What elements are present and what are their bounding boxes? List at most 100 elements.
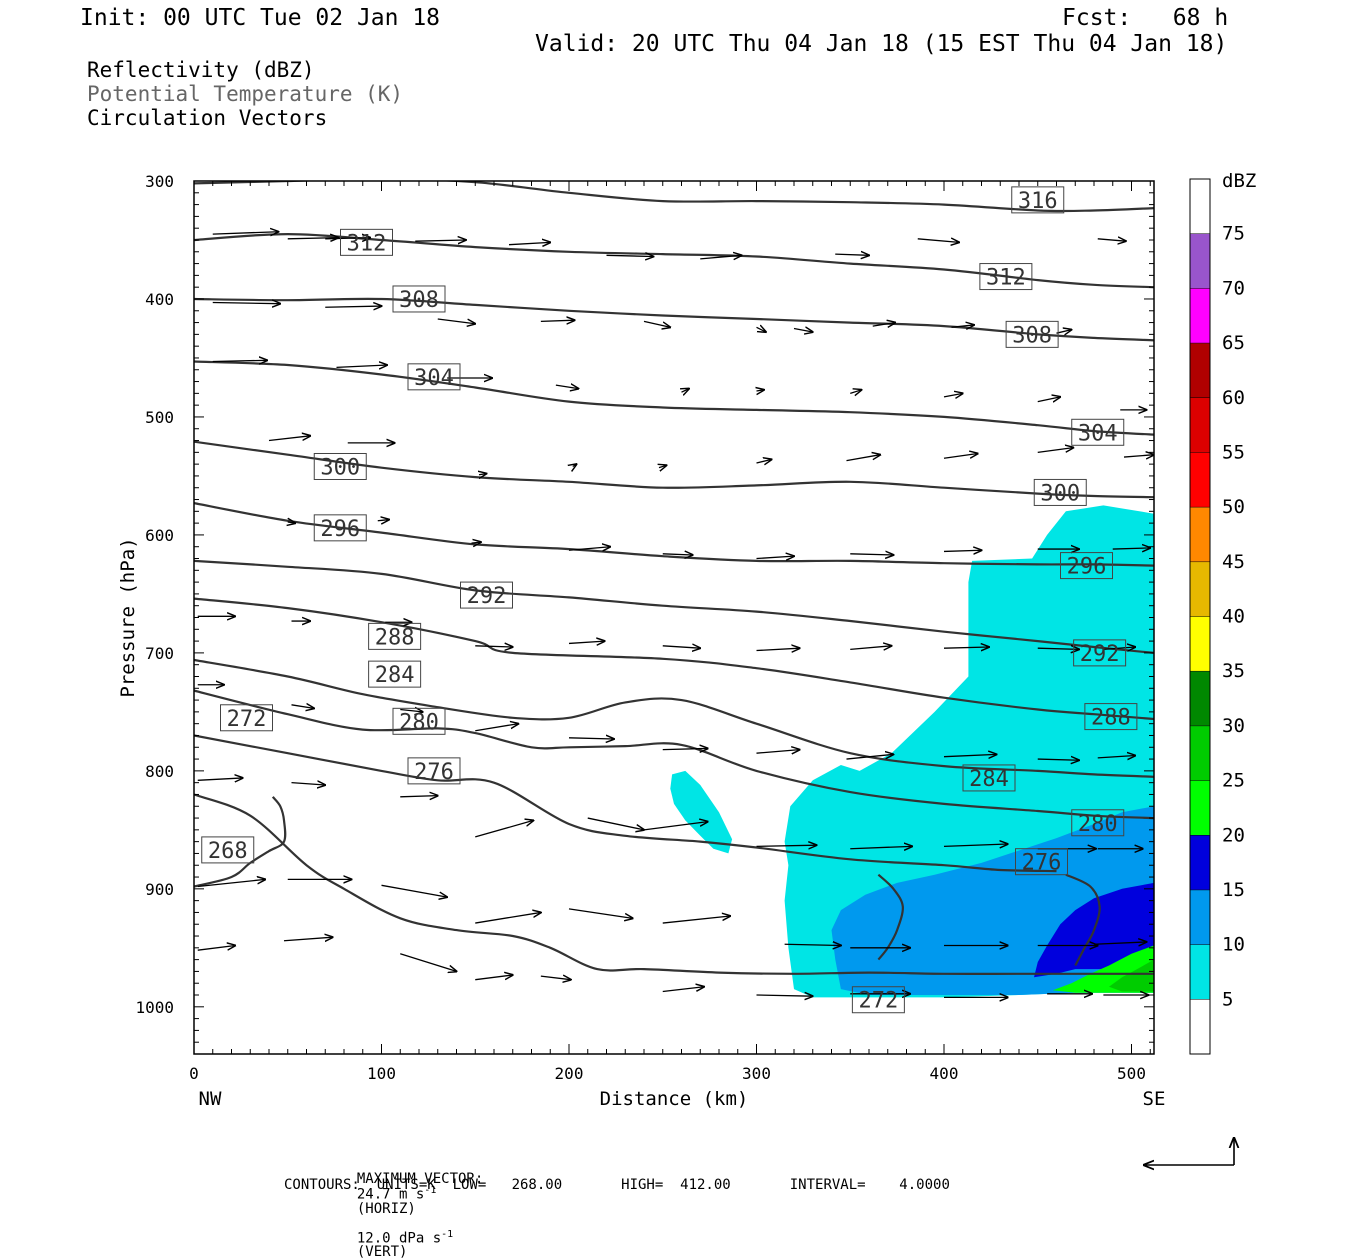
- horiz-exponent: -1: [424, 1185, 437, 1196]
- contour-label-text: 268: [208, 839, 248, 864]
- contour-label-272: 272: [220, 704, 273, 732]
- contour-label-text: 276: [414, 760, 454, 785]
- contour-label-box: [368, 660, 422, 688]
- legend-circulation-vectors: Circulation Vectors: [87, 106, 328, 130]
- contour-label-text: 272: [859, 989, 899, 1014]
- circulation-vector: [662, 554, 693, 555]
- isentrope-fragment-0: [877, 873, 904, 961]
- colorbar-swatch: [1190, 397, 1210, 453]
- contour-label-312-b: 312: [979, 263, 1033, 291]
- colorbar-swatch: [1190, 616, 1210, 672]
- colorbar-label: 70: [1222, 277, 1245, 299]
- circulation-vector: [197, 778, 243, 780]
- isentrope-304: [194, 360, 1154, 436]
- circulation-vector: [756, 648, 800, 650]
- cross-section-chart: 3163123123083083043043003002962962922922…: [117, 170, 1256, 1200]
- colorbar-label: 40: [1222, 606, 1245, 628]
- circulation-vector: [943, 550, 982, 551]
- x-tick-label: 300: [742, 1064, 771, 1083]
- isentrope-276: [194, 734, 1057, 873]
- contour-label-text: 288: [1091, 706, 1131, 731]
- x-tick-label: 500: [1117, 1064, 1146, 1083]
- circulation-vector: [1093, 942, 1147, 944]
- circulation-vector: [606, 255, 654, 256]
- contour-label-box: [1073, 639, 1127, 667]
- circulation-vector: [1037, 397, 1061, 402]
- y-tick-label: 300: [145, 172, 174, 191]
- y-tick-label: 500: [145, 408, 174, 427]
- circulation-vector: [573, 464, 577, 466]
- x-axis-label: Distance (km): [600, 1088, 749, 1110]
- valid-time: Valid: 20 UTC Thu 04 Jan 18 (15 EST Thu …: [535, 31, 1228, 57]
- contour-label-box: [1033, 478, 1087, 506]
- contour-label-box: [851, 986, 905, 1014]
- reflectivity-region-5dbz: [670, 770, 733, 854]
- contour-label-text: 276: [1022, 851, 1062, 876]
- circulation-vector: [568, 908, 633, 918]
- colorbar-label: 30: [1222, 715, 1245, 737]
- colorbar-label: 5: [1222, 988, 1233, 1010]
- reflectivity-region-25dbz: [1109, 959, 1154, 992]
- circulation-vector: [471, 542, 481, 543]
- colorbar-swatch: [1190, 999, 1210, 1054]
- colorbar-swatch: [1190, 452, 1210, 508]
- contour-label-box: [313, 514, 367, 542]
- contour-label-box: [407, 363, 461, 391]
- circulation-vector: [1097, 756, 1136, 758]
- y-tick-label: 900: [145, 880, 174, 899]
- circulation-vector: [756, 556, 795, 558]
- colorbar-label: 50: [1222, 496, 1245, 518]
- circulation-vector: [475, 912, 541, 924]
- circulation-vector: [479, 474, 487, 475]
- footer-contours: CONTOURS: UNITS=K LOW= 268.00 HIGH= 412.…: [284, 1177, 950, 1193]
- circulation-vector: [568, 738, 614, 739]
- contour-label-box: [1060, 552, 1113, 580]
- contour-label-276: 276: [407, 757, 461, 785]
- x-end-label-se: SE: [1143, 1088, 1166, 1110]
- colorbar-swatch: [1190, 507, 1210, 562]
- circulation-vector: [756, 995, 813, 996]
- circulation-vector: [850, 554, 893, 555]
- circulation-vector: [400, 953, 456, 972]
- circulation-vector: [756, 845, 817, 846]
- contour-label-304-b: 304: [1071, 418, 1125, 446]
- circulation-vector: [287, 238, 339, 239]
- contour-label-308-b: 308: [1005, 320, 1059, 348]
- contour-label-text: 292: [1080, 642, 1120, 667]
- circulation-vector: [415, 240, 466, 241]
- circulation-vector: [643, 320, 670, 327]
- contour-label-box: [1005, 320, 1059, 348]
- colorbar-swatch: [1190, 671, 1210, 726]
- circulation-vector: [756, 459, 772, 463]
- contour-label-272-b: 272: [851, 986, 905, 1014]
- circulation-vector: [1097, 239, 1126, 241]
- contour-label-text: 300: [1040, 481, 1080, 506]
- max-vector-label: MAXIMUM VECTOR:: [356, 1171, 484, 1187]
- circulation-vector: [662, 646, 701, 648]
- circulation-vector: [943, 647, 989, 648]
- contour-label-box: [1015, 848, 1068, 876]
- circulation-vector: [1123, 455, 1154, 457]
- contour-label-text: 284: [375, 663, 415, 688]
- circulation-vector: [835, 254, 869, 255]
- circulation-vector: [540, 320, 575, 321]
- circulation-vector: [943, 844, 1008, 846]
- legend-reflectivity: Reflectivity (dBZ): [87, 58, 315, 82]
- contour-label-text: 280: [399, 710, 439, 735]
- circulation-vector: [793, 328, 813, 332]
- circulation-vector: [662, 748, 708, 749]
- colorbar-label: 25: [1222, 770, 1245, 792]
- circulation-vector: [757, 390, 765, 391]
- circulation-vector: [212, 303, 281, 304]
- colorbar-swatch: [1190, 944, 1210, 1000]
- circulation-vector: [291, 783, 326, 785]
- contour-label-284-b: 284: [962, 764, 1016, 792]
- circulation-vector: [951, 325, 975, 327]
- circulation-vector: [662, 987, 704, 993]
- colorbar-swatch: [1190, 179, 1210, 234]
- circulation-vector: [197, 879, 266, 888]
- contour-label-308: 308: [392, 285, 446, 313]
- isentrope-272: [194, 793, 1154, 975]
- circulation-vector: [336, 365, 388, 367]
- circulation-vector: [850, 846, 912, 848]
